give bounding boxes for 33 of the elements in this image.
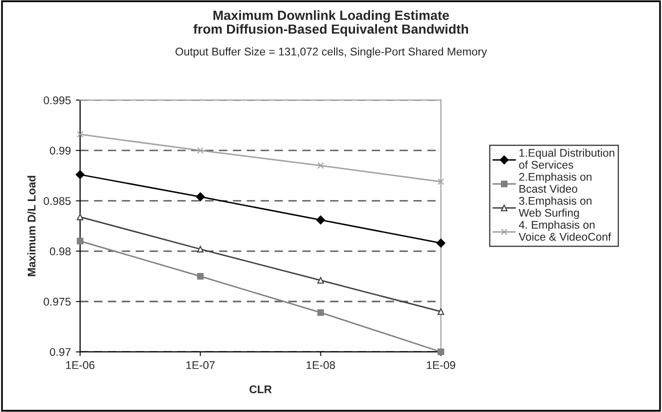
point <box>438 178 444 185</box>
point <box>197 273 204 280</box>
x-axis-title: CLR <box>250 385 272 394</box>
legend-label: 1.Equal Distribution of Services <box>519 148 614 169</box>
x-tick-label: 1E-06 <box>66 361 94 370</box>
point <box>197 147 204 154</box>
point <box>438 308 444 315</box>
y-tick-label: 0.985 <box>44 197 71 205</box>
legend-label: 4. Emphasis on Voice & VideoConf <box>518 220 612 241</box>
x-tick-label: 1E-07 <box>186 361 215 370</box>
legend-label: 3.Emphasis on Web Surfing <box>518 196 592 219</box>
point <box>317 309 324 316</box>
y-tick-label: 0.97 <box>50 348 71 356</box>
point <box>196 192 205 202</box>
y-tick-label: 0.975 <box>44 298 71 306</box>
point <box>76 238 84 244</box>
point <box>436 238 446 248</box>
point <box>317 162 324 169</box>
point <box>438 348 444 356</box>
chart-subtitle: Output Buffer Size = 131,072 cells, Single-Port Shared Memory <box>176 47 487 58</box>
chart-title: Maximum Downlink Loading Estimate from Diffusion-Based Equivalent Bandwidth <box>193 10 468 36</box>
y-tick-label: 0.98 <box>50 247 71 256</box>
legend-label: 2.Emphasis on Bcast Video <box>519 172 592 193</box>
point <box>317 277 324 284</box>
y-tick-label: 0.99 <box>50 146 71 155</box>
y-tick-label: 0.995 <box>44 96 71 104</box>
x-tick-label: 1E-08 <box>306 361 335 370</box>
point <box>197 246 204 252</box>
y-axis-title: Maximum D/L Load <box>27 176 36 276</box>
point <box>76 170 85 180</box>
point <box>316 215 326 224</box>
point <box>76 131 84 138</box>
x-tick-label: 1E-09 <box>426 361 456 370</box>
